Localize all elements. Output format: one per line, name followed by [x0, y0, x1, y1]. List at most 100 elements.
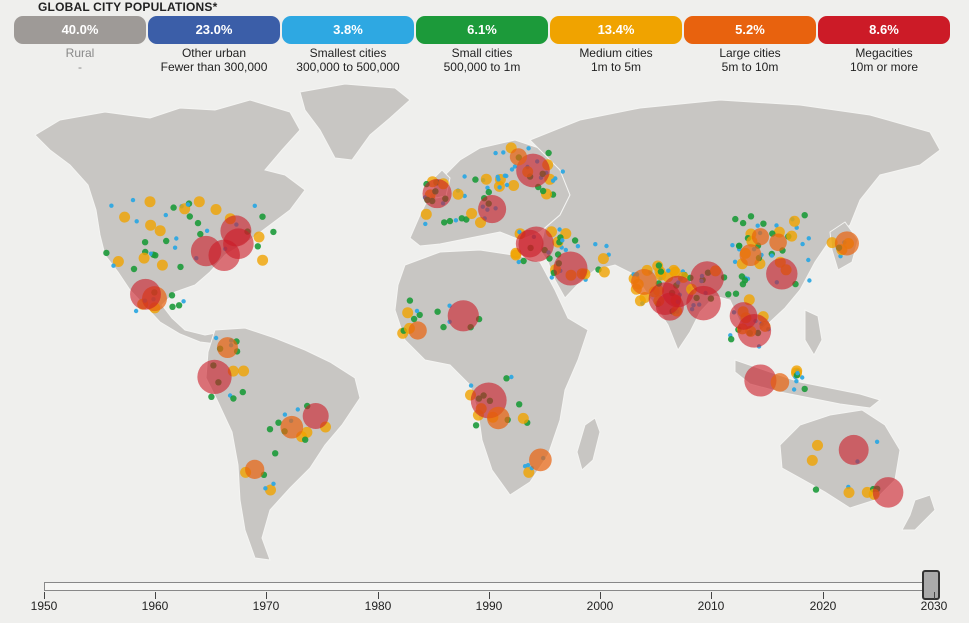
city-marker-mega — [729, 302, 758, 330]
city-marker-small — [739, 219, 747, 227]
city-marker-small — [175, 302, 183, 309]
legend-sub-large-cities: 5m to 10m — [721, 60, 779, 74]
legend-item-megacities[interactable]: 8.6% Megacities 10m or more — [818, 16, 950, 74]
philippines — [804, 309, 823, 357]
city-marker-small — [812, 486, 820, 493]
city-marker-small — [275, 419, 282, 426]
timeline-slider-handle[interactable] — [922, 570, 940, 600]
city-marker-smallest — [263, 486, 268, 491]
city-marker-medium — [597, 253, 609, 265]
city-marker-smallest — [755, 223, 760, 228]
legend-item-medium-cities[interactable]: 13.4% Medium cities 1m to 5m — [550, 16, 682, 74]
city-marker-small — [446, 217, 454, 225]
legend-pill-smallest-cities[interactable]: 3.8% — [282, 16, 414, 44]
city-marker-small — [270, 228, 277, 236]
legend-sub-small-cities: 500,000 to 1m — [443, 60, 521, 74]
south-america — [205, 327, 361, 561]
legend-pill-medium-cities[interactable]: 13.4% — [550, 16, 682, 44]
city-marker-mega — [130, 278, 161, 310]
city-marker-smallest — [560, 238, 565, 243]
year-label-2030[interactable]: 2030 — [920, 599, 948, 613]
city-marker-medium — [510, 249, 522, 261]
year-label-1960[interactable]: 1960 — [141, 599, 169, 613]
city-markers — [103, 142, 904, 508]
timeline-track[interactable] — [44, 570, 940, 600]
tick-1960 — [155, 592, 156, 599]
legend-item-small-cities[interactable]: 6.1% Small cities 500,000 to 1m — [416, 16, 548, 74]
city-marker-medium — [466, 208, 478, 219]
legend-name-medium-cities: Medium cities — [579, 46, 653, 60]
city-marker-small — [441, 219, 448, 226]
legend-pill-megacities[interactable]: 8.6% — [818, 16, 950, 44]
city-marker-smallest — [497, 185, 502, 190]
city-marker-small — [302, 436, 309, 443]
city-marker-medium — [786, 230, 798, 242]
city-marker-small — [472, 422, 480, 429]
year-label-1980[interactable]: 1980 — [364, 599, 392, 613]
city-marker-large — [529, 448, 552, 472]
city-marker-smallest — [526, 146, 531, 151]
city-marker-smallest — [509, 167, 515, 172]
city-marker-mega — [553, 251, 588, 286]
city-marker-medium — [452, 188, 464, 200]
city-marker-small — [728, 336, 735, 343]
year-label-1990[interactable]: 1990 — [475, 599, 503, 613]
city-marker-small — [434, 308, 441, 315]
city-marker-smallest — [252, 203, 257, 208]
year-label-1970[interactable]: 1970 — [252, 599, 280, 613]
legend-name-megacities: Megacities — [855, 46, 913, 60]
city-marker-medium — [402, 307, 414, 319]
legend-name-smallest-cities: Smallest cities — [309, 46, 387, 60]
legend-item-smallest-cities[interactable]: 3.8% Smallest cities 300,000 to 500,000 — [282, 16, 414, 74]
madagascar — [576, 417, 601, 471]
legend-pill-rural[interactable]: 40.0% — [14, 16, 146, 44]
year-label-1950[interactable]: 1950 — [30, 599, 58, 613]
city-marker-smallest — [204, 228, 210, 233]
city-marker-small — [738, 273, 746, 280]
legend-item-other-urban[interactable]: 23.0% Other urban Fewer than 300,000 — [148, 16, 280, 74]
city-marker-small — [103, 249, 110, 257]
year-label-2010[interactable]: 2010 — [697, 599, 725, 613]
city-marker-mega — [220, 215, 252, 247]
legend-item-rural[interactable]: 40.0% Rural - — [14, 16, 146, 74]
city-marker-medium — [668, 264, 680, 276]
city-marker-mega — [744, 364, 777, 397]
city-marker-smallest — [774, 223, 779, 228]
city-marker-smallest — [133, 308, 139, 314]
legend-item-large-cities[interactable]: 5.2% Large cities 5m to 10m — [684, 16, 816, 74]
city-marker-small — [141, 239, 149, 246]
city-marker-smallest — [148, 251, 154, 256]
year-label-2020[interactable]: 2020 — [809, 599, 837, 613]
city-marker-smallest — [295, 407, 300, 412]
legend-sub-smallest-cities: 300,000 to 500,000 — [296, 60, 400, 74]
legend-pill-other-urban[interactable]: 23.0% — [148, 16, 280, 44]
tick-1950 — [44, 592, 45, 599]
city-marker-smallest — [557, 227, 562, 232]
landmasses — [34, 83, 941, 561]
city-marker-small — [152, 252, 159, 259]
city-marker-smallest — [800, 241, 805, 247]
city-marker-small — [725, 291, 732, 298]
city-marker-smallest — [806, 257, 811, 263]
city-marker-medium — [112, 256, 124, 267]
city-marker-smallest — [462, 193, 467, 199]
city-marker-small — [177, 263, 184, 271]
city-marker-medium — [420, 208, 432, 220]
city-marker-medium — [843, 487, 855, 498]
city-marker-smallest — [504, 182, 510, 188]
city-marker-small — [406, 297, 414, 304]
city-marker-smallest — [807, 278, 812, 283]
city-marker-small — [655, 262, 663, 269]
year-label-2000[interactable]: 2000 — [586, 599, 614, 613]
city-marker-smallest — [501, 150, 506, 155]
city-marker-small — [520, 257, 527, 265]
legend-pill-large-cities[interactable]: 5.2% — [684, 16, 816, 44]
city-marker-medium — [156, 259, 168, 271]
city-marker-large — [834, 231, 859, 256]
legend-pill-small-cities[interactable]: 6.1% — [416, 16, 548, 44]
city-marker-small — [732, 290, 740, 297]
city-marker-medium — [253, 231, 265, 243]
city-marker-small — [169, 303, 176, 310]
city-marker-large — [739, 244, 762, 267]
city-marker-smallest — [134, 219, 139, 224]
